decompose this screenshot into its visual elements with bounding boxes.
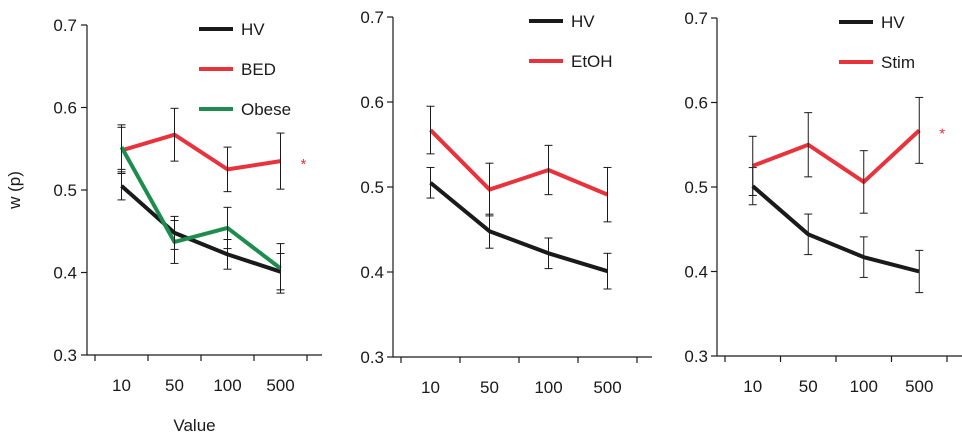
legend-label: HV: [241, 20, 265, 39]
y-tick-label: 0.3: [684, 347, 708, 366]
error-bar: [915, 96, 924, 164]
y-tick-label: 0.7: [360, 8, 384, 27]
y-tick-label: 0.3: [53, 346, 77, 365]
series-hv: [748, 167, 924, 294]
legend-item-stim: Stim: [839, 53, 915, 72]
series-etoh: [426, 105, 612, 223]
y-tick-label: 0.5: [684, 178, 708, 197]
significance-marker: *: [301, 156, 307, 173]
error-bar: [859, 236, 868, 278]
x-axis-title: Value: [173, 416, 215, 435]
x-tick-label: 500: [593, 378, 621, 397]
panel-1: 0.3 0.4 0.5 0.6 0.7 10 50 100 500 w (p) Value HV BED…: [5, 16, 322, 435]
legend-item-hv: HV: [199, 20, 265, 39]
y-tick-label: 0.6: [360, 93, 384, 112]
error-bar: [117, 124, 126, 170]
legend-item-obese: Obese: [199, 100, 291, 119]
series-line: [429, 181, 609, 274]
legend-label: HV: [881, 13, 905, 32]
error-bar: [170, 220, 179, 264]
series-line: [119, 146, 282, 270]
y-tick-label: 0.7: [53, 16, 77, 35]
panel-2: 0.3 0.4 0.5 0.6 0.7 10 50 100 500 HV EtOH: [360, 8, 652, 397]
error-bar: [170, 107, 179, 162]
x-tick-label: 500: [905, 377, 933, 396]
x-tick-label: 500: [266, 376, 294, 395]
x-tick-label: 50: [480, 378, 499, 397]
x-tick-label: 100: [534, 378, 562, 397]
error-bar: [485, 162, 494, 217]
y-tick-label: 0.7: [684, 9, 708, 28]
error-bar: [603, 252, 612, 290]
error-bar: [426, 105, 435, 155]
y-axis-title: w (p): [5, 171, 24, 210]
y-tick-label: 0.5: [53, 181, 77, 200]
series-hv: [117, 171, 285, 291]
x-tick-label: 10: [743, 377, 762, 396]
x-tick-label: 50: [165, 376, 184, 395]
x-tick-label: 100: [213, 376, 241, 395]
x-tick-label: 100: [850, 377, 878, 396]
series-line: [429, 128, 609, 197]
legend-label: Stim: [881, 53, 915, 72]
y-tick-label: 0.4: [53, 264, 77, 283]
legend-label: HV: [571, 12, 595, 31]
series-line: [751, 184, 920, 274]
error-bar: [748, 135, 757, 196]
legend-item-bed: BED: [199, 60, 276, 79]
legend-label: EtOH: [571, 52, 613, 71]
series-line: [120, 132, 281, 172]
y-tick-label: 0.4: [684, 263, 708, 282]
legend-label: Obese: [241, 100, 291, 119]
error-bar: [223, 146, 232, 193]
error-bar: [804, 112, 813, 178]
series-line: [120, 184, 282, 274]
error-bar: [603, 166, 612, 223]
error-bar: [223, 206, 232, 250]
error-bar: [544, 237, 553, 270]
error-bar: [859, 150, 868, 214]
legend-label: BED: [241, 60, 276, 79]
x-tick-label: 10: [112, 376, 131, 395]
series-bed: [117, 107, 285, 193]
legend-item-hv: HV: [839, 13, 905, 32]
y-tick-label: 0.4: [360, 263, 384, 282]
series-obese: [117, 124, 285, 294]
series-stim: [748, 96, 924, 214]
panel-3: 0.3 0.4 0.5 0.6 0.7 10 50 100 500 HV Stim *: [684, 9, 962, 396]
legend-item-etoh: EtOH: [529, 52, 613, 71]
series-line: [752, 128, 921, 184]
significance-marker: *: [939, 125, 945, 142]
error-bar: [276, 132, 285, 190]
y-tick-label: 0.6: [684, 94, 708, 113]
y-tick-label: 0.5: [360, 178, 384, 197]
series-hv: [426, 166, 612, 290]
x-tick-label: 10: [421, 378, 440, 397]
error-bar: [804, 213, 813, 256]
error-bar: [426, 166, 435, 199]
error-bar: [276, 243, 285, 294]
legend-item-hv: HV: [529, 12, 595, 31]
error-bar: [915, 249, 924, 294]
y-tick-label: 0.6: [53, 99, 77, 118]
y-tick-label: 0.3: [360, 348, 384, 367]
error-bar: [544, 144, 553, 196]
x-tick-label: 50: [799, 377, 818, 396]
